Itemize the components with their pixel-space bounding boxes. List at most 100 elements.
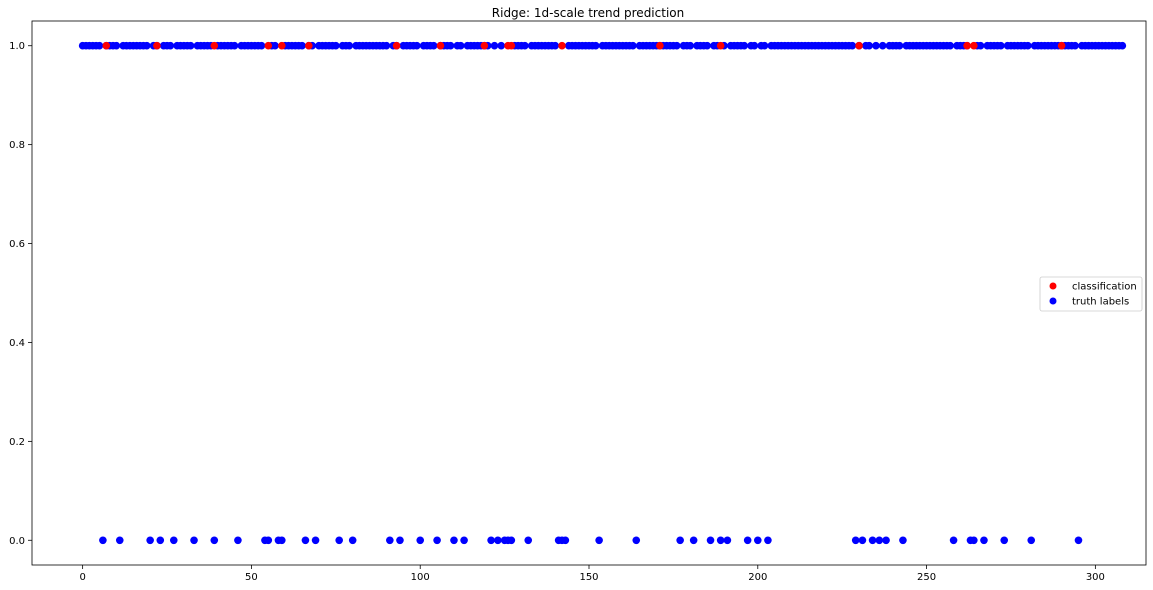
x-axis: 0 50 100 150 200 250 300 [79, 565, 1105, 583]
truth-label-point [764, 536, 772, 545]
classification-point [963, 41, 971, 50]
legend: classification truth labels [1039, 276, 1143, 312]
truth-label-point [230, 41, 239, 50]
classification-point [210, 41, 219, 50]
truth-label-point [156, 536, 165, 545]
truth-label-point [1074, 536, 1083, 545]
truth-label-point [946, 41, 955, 50]
truth-label-point [1071, 41, 1079, 50]
truth-label-point [112, 41, 121, 50]
truth-label-point [450, 536, 458, 545]
truth-label-point [689, 536, 698, 545]
truth-label-point [416, 536, 425, 545]
truth-label-point [490, 41, 499, 50]
classification-point [507, 41, 516, 50]
truth-label-point [949, 536, 958, 545]
classification-point [153, 41, 161, 50]
truth-label-point [413, 41, 421, 50]
truth-label-point [976, 41, 985, 50]
truth-label-point [672, 41, 681, 50]
truth-labels-series [78, 41, 1127, 545]
truth-label-point [760, 41, 769, 50]
truth-label-point [278, 536, 286, 545]
truth-label-point [980, 536, 988, 545]
chart-title: Ridge: 1d-scale trend prediction [492, 6, 684, 20]
y-tick-label: 1.0 [9, 41, 25, 52]
truth-label-point [507, 536, 516, 545]
truth-label-point [591, 41, 600, 50]
classification-point [855, 41, 863, 50]
truth-label-point [750, 41, 759, 50]
truth-label-point [348, 536, 357, 545]
truth-label-point [115, 536, 124, 545]
truth-label-point [851, 536, 860, 545]
classification-point [436, 41, 445, 50]
truth-label-point [142, 41, 151, 50]
classification-point [392, 41, 401, 50]
classification-point [558, 41, 566, 50]
y-tick-label: 0.0 [9, 536, 25, 547]
truth-label-point [716, 536, 725, 545]
plot-area [31, 20, 1147, 566]
truth-label-point [899, 536, 907, 545]
truth-label-point [878, 41, 887, 50]
classification-point [970, 41, 978, 50]
truth-label-point [723, 536, 732, 545]
truth-label-point [494, 536, 502, 545]
classification-point [278, 41, 286, 50]
truth-label-point [882, 536, 890, 545]
truth-label-point [743, 536, 752, 545]
truth-label-point [521, 41, 529, 50]
truth-label-point [166, 41, 175, 50]
truth-label-point [997, 41, 1005, 50]
x-tick-label: 250 [917, 572, 936, 583]
truth-label-point [595, 536, 603, 545]
legend-label-truth-labels: truth labels [1072, 297, 1129, 308]
legend-marker-classification [1049, 282, 1057, 290]
truth-label-point [1000, 536, 1009, 545]
legend-marker-truth-labels [1049, 297, 1057, 305]
truth-label-point [433, 536, 441, 545]
truth-label-point [970, 536, 978, 545]
y-tick-label: 0.8 [9, 140, 25, 151]
classification-point [656, 41, 664, 50]
truth-label-point [396, 536, 404, 545]
truth-label-point [146, 536, 154, 545]
truth-label-point [551, 41, 560, 50]
truth-label-point [264, 536, 273, 545]
x-tick-label: 0 [79, 572, 85, 583]
truth-label-point [460, 536, 468, 545]
truth-label-point [858, 536, 867, 545]
truth-label-point [561, 536, 570, 545]
x-tick-label: 100 [411, 572, 430, 583]
truth-label-point [271, 41, 279, 50]
truth-label-point [875, 536, 884, 545]
truth-label-point [386, 536, 394, 545]
truth-label-point [753, 536, 762, 545]
x-tick-label: 50 [245, 572, 258, 583]
truth-label-point [456, 41, 465, 50]
y-axis: 0.0 0.2 0.4 0.6 0.8 1.0 [9, 41, 32, 547]
truth-label-point [311, 536, 320, 545]
classification-point [716, 41, 725, 50]
truth-label-point [676, 536, 684, 545]
classification-point [1057, 41, 1066, 50]
classification-point [305, 41, 313, 50]
classification-series [102, 41, 1066, 50]
truth-label-point [848, 41, 857, 50]
classification-point [480, 41, 489, 50]
truth-label-point [740, 41, 749, 50]
x-tick-label: 150 [579, 572, 598, 583]
truth-label-point [895, 41, 904, 50]
x-tick-label: 200 [748, 572, 767, 583]
truth-label-point [446, 41, 455, 50]
truth-label-point [868, 536, 877, 545]
truth-label-point [865, 41, 873, 50]
y-tick-label: 0.4 [9, 338, 25, 349]
truth-label-point [686, 41, 695, 50]
truth-label-point [524, 536, 533, 545]
truth-label-point [429, 41, 438, 50]
truth-label-point [301, 536, 310, 545]
truth-label-point [332, 41, 340, 50]
